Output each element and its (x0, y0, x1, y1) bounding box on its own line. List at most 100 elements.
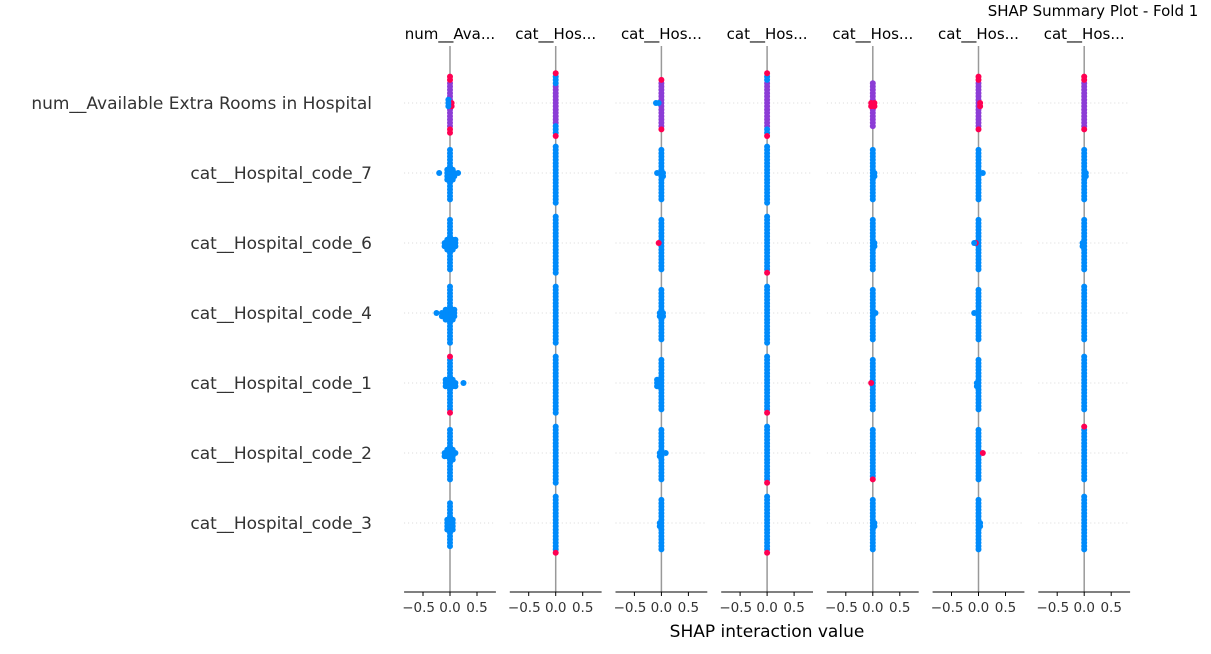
shap-point (433, 310, 440, 316)
x-tick-label: −0.5 (1036, 600, 1069, 616)
shap-point (1081, 73, 1088, 80)
shap-point (658, 476, 665, 483)
shap-point (1081, 353, 1088, 360)
shap-point (1081, 476, 1088, 483)
shap-point (869, 216, 876, 223)
shap-point (442, 376, 449, 383)
x-tick-label: 0.0 (862, 600, 883, 616)
shap-point (1081, 493, 1088, 500)
shap-point (449, 456, 456, 463)
feature-label: num__Available Extra Rooms in Hospital (31, 94, 372, 114)
shap-point (447, 129, 453, 136)
shap-point (655, 240, 662, 246)
shap-point (655, 383, 662, 390)
shap-point (975, 496, 982, 503)
x-tick-label: 0.5 (572, 600, 593, 616)
shap-point (444, 526, 451, 533)
shap-point (444, 236, 451, 243)
feature-label: cat__Hospital_code_3 (190, 514, 372, 534)
shap-point (975, 216, 982, 223)
shap-point (1081, 336, 1088, 343)
shap-point (552, 423, 559, 430)
shap-point (869, 196, 876, 203)
panel-1: −0.5 0.0 0.5 num__Ava... (402, 25, 496, 616)
shap-point (444, 166, 451, 173)
shap-point (764, 143, 771, 150)
shap-point (1079, 243, 1086, 250)
shap-point (975, 336, 982, 343)
shap-point (447, 73, 453, 80)
shap-point (871, 523, 878, 530)
x-tick-label: 0.0 (439, 600, 460, 616)
panel-title: cat__Hos... (832, 25, 913, 44)
panel-6: −0.5 0.0 0.5 cat__Hos... (931, 25, 1025, 616)
shap-point (975, 406, 982, 413)
shap-point (460, 380, 467, 386)
shap-point (658, 266, 665, 273)
shap-point (869, 80, 876, 87)
shap-point (552, 353, 559, 360)
shap-point (444, 516, 451, 523)
shap-point (444, 176, 451, 183)
shap-point (1081, 283, 1088, 290)
shap-point (447, 426, 453, 433)
shap-point (1081, 126, 1088, 133)
shap-point (444, 446, 451, 453)
shap-point (442, 306, 449, 313)
panel-2: −0.5 0.0 0.5 cat__Hos... (508, 25, 602, 616)
shap-point (971, 310, 978, 316)
shap-point (449, 376, 456, 383)
shap-point (764, 283, 771, 290)
shap-point (975, 546, 982, 553)
shap-point (552, 493, 559, 500)
shap-point (452, 450, 459, 456)
shap-point (658, 336, 665, 343)
shap-point (445, 96, 452, 103)
shap-point (764, 549, 771, 556)
shap-point (654, 170, 661, 176)
x-tick-label: −0.5 (614, 600, 647, 616)
shap-point (662, 450, 669, 456)
x-tick-label: 0.0 (1073, 600, 1094, 616)
shap-point (764, 493, 771, 500)
shap-point (977, 523, 984, 530)
shap-point (869, 146, 876, 153)
shap-point (871, 173, 878, 180)
shap-point (552, 269, 559, 276)
x-tick-label: 0.0 (545, 600, 566, 616)
shap-point (764, 479, 771, 486)
x-tick-label: −0.5 (719, 600, 752, 616)
shap-point (658, 126, 665, 133)
shap-point (1081, 216, 1088, 223)
shap-point (658, 426, 665, 433)
shap-point (552, 283, 559, 290)
x-tick-label: −0.5 (508, 600, 541, 616)
shap-point (656, 523, 663, 530)
x-tick-label: 0.0 (756, 600, 777, 616)
shap-point (552, 213, 559, 220)
panel-title: cat__Hos... (515, 25, 596, 44)
shap-point (552, 549, 559, 556)
x-tick-label: 0.5 (783, 600, 804, 616)
x-tick-label: −0.5 (825, 600, 858, 616)
shap-point (552, 339, 559, 346)
feature-label: cat__Hospital_code_2 (190, 444, 372, 464)
shap-point (552, 70, 559, 77)
shap-point (764, 199, 771, 206)
panel-7: −0.5 0.0 0.5 cat__Hos... (1036, 25, 1131, 616)
shap-point (869, 286, 876, 293)
shap-point (445, 103, 452, 110)
shap-point (764, 339, 771, 346)
panel-title: cat__Hos... (938, 25, 1019, 44)
shap-point (658, 76, 665, 83)
shap-point (658, 356, 665, 363)
shap-point (872, 310, 879, 316)
shap-point (552, 409, 559, 416)
shap-point (869, 476, 876, 483)
shap-point (764, 353, 771, 360)
shap-point (449, 246, 456, 253)
shap-point (656, 453, 663, 460)
shap-point (868, 380, 875, 386)
shap-point (764, 269, 771, 276)
shap-point (447, 500, 453, 507)
